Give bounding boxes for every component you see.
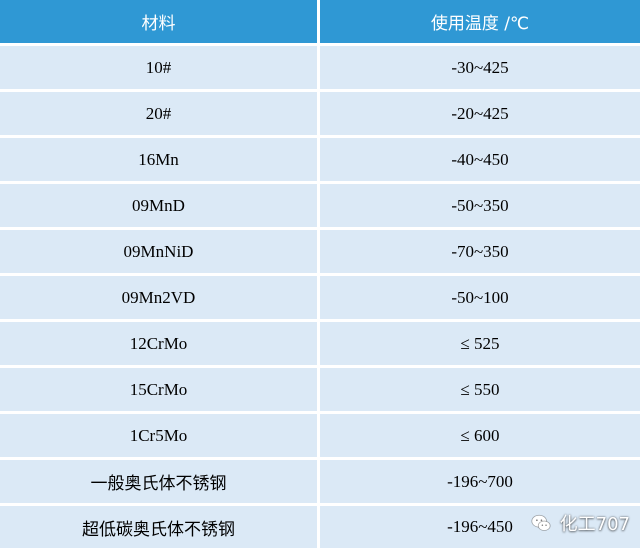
temperature-cell: ≤ 525 [320, 322, 640, 365]
material-cell: 15CrMo [0, 368, 317, 411]
material-cell: 12CrMo [0, 322, 317, 365]
table-row: 20# -20~425 [0, 92, 640, 135]
temperature-cell: ≤ 550 [320, 368, 640, 411]
material-cell: 10# [0, 46, 317, 89]
material-cell: 1Cr5Mo [0, 414, 317, 457]
temperature-cell: -70~350 [320, 230, 640, 273]
table-row: 1Cr5Mo ≤ 600 [0, 414, 640, 457]
table-row: 09MnD -50~350 [0, 184, 640, 227]
table-row: 一般奥氏体不锈钢 -196~700 [0, 460, 640, 503]
temperature-cell: -50~350 [320, 184, 640, 227]
material-cell: 一般奥氏体不锈钢 [0, 460, 317, 503]
table-row: 超低碳奥氏体不锈钢 -196~450 [0, 506, 640, 548]
temperature-cell: -40~450 [320, 138, 640, 181]
temperature-cell: -20~425 [320, 92, 640, 135]
material-cell: 09Mn2VD [0, 276, 317, 319]
table-row: 12CrMo ≤ 525 [0, 322, 640, 365]
header-material: 材料 [0, 0, 317, 43]
material-cell: 超低碳奥氏体不锈钢 [0, 506, 317, 548]
temperature-cell: ≤ 600 [320, 414, 640, 457]
table-row: 10# -30~425 [0, 46, 640, 89]
temperature-cell: -196~450 [320, 506, 640, 548]
table-row: 16Mn -40~450 [0, 138, 640, 181]
table-row: 15CrMo ≤ 550 [0, 368, 640, 411]
table-header-row: 材料 使用温度 /℃ [0, 0, 640, 43]
material-cell: 20# [0, 92, 317, 135]
table-row: 09MnNiD -70~350 [0, 230, 640, 273]
temperature-cell: -196~700 [320, 460, 640, 503]
table-row: 09Mn2VD -50~100 [0, 276, 640, 319]
material-cell: 16Mn [0, 138, 317, 181]
material-cell: 09MnD [0, 184, 317, 227]
temperature-cell: -30~425 [320, 46, 640, 89]
header-temperature: 使用温度 /℃ [320, 0, 640, 43]
material-cell: 09MnNiD [0, 230, 317, 273]
temperature-cell: -50~100 [320, 276, 640, 319]
